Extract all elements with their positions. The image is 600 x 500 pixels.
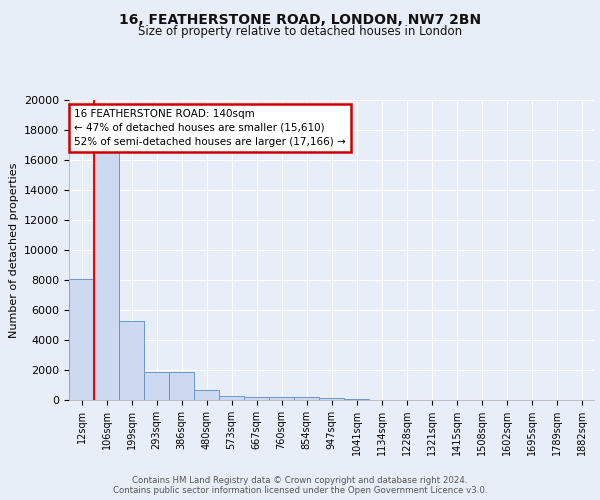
Bar bbox=[244, 396, 269, 400]
Text: Size of property relative to detached houses in London: Size of property relative to detached ho… bbox=[138, 25, 462, 38]
Y-axis label: Number of detached properties: Number of detached properties bbox=[8, 162, 19, 338]
Bar bbox=[219, 396, 244, 400]
Bar bbox=[194, 390, 219, 400]
Bar bbox=[119, 320, 144, 400]
Bar bbox=[344, 399, 369, 400]
Bar bbox=[69, 278, 94, 400]
Text: Contains public sector information licensed under the Open Government Licence v3: Contains public sector information licen… bbox=[113, 486, 487, 495]
Bar bbox=[319, 398, 344, 400]
Text: 16, FEATHERSTONE ROAD, LONDON, NW7 2BN: 16, FEATHERSTONE ROAD, LONDON, NW7 2BN bbox=[119, 12, 481, 26]
Text: Contains HM Land Registry data © Crown copyright and database right 2024.: Contains HM Land Registry data © Crown c… bbox=[132, 476, 468, 485]
Text: 16 FEATHERSTONE ROAD: 140sqm
← 47% of detached houses are smaller (15,610)
52% o: 16 FEATHERSTONE ROAD: 140sqm ← 47% of de… bbox=[74, 109, 346, 147]
Bar bbox=[94, 151, 119, 400]
Bar bbox=[144, 372, 169, 400]
Bar bbox=[294, 398, 319, 400]
Bar bbox=[269, 397, 294, 400]
Bar bbox=[169, 372, 194, 400]
